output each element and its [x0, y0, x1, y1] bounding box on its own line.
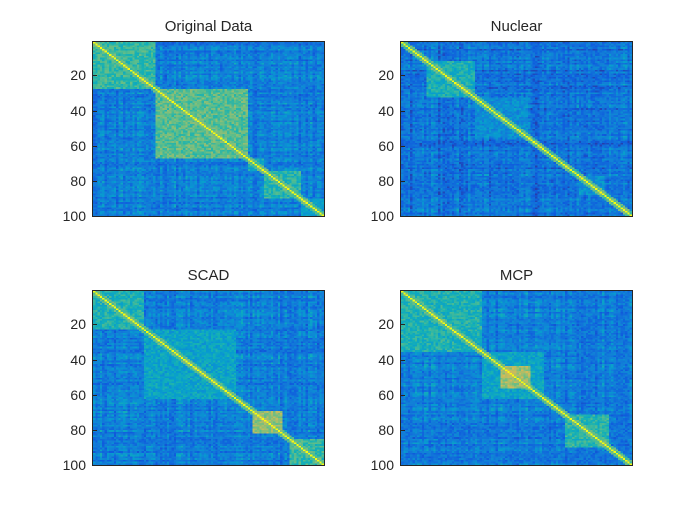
y-tick-label: 40 — [378, 102, 394, 119]
heatmap-panel: SCAD 20 40 60 80 100 — [63, 267, 325, 473]
y-tick-label: 20 — [378, 67, 394, 84]
y-tick-mark — [400, 465, 405, 466]
heatmap-cells — [401, 291, 632, 465]
panel-title: Nuclear — [490, 18, 543, 35]
y-tick-label: 60 — [378, 137, 394, 154]
y-tick-mark — [92, 145, 97, 147]
y-tick-label: 80 — [70, 172, 86, 189]
heatmap-cells — [401, 42, 632, 216]
y-tick-label: 60 — [378, 386, 394, 403]
y-tick-mark — [400, 75, 405, 77]
y-tick-label: 60 — [70, 137, 86, 154]
panel-title: MCP — [499, 267, 534, 284]
y-tick-mark — [92, 75, 97, 77]
y-tick-label: 100 — [62, 208, 86, 224]
heatmap-cells — [93, 42, 324, 216]
heatmap-cells — [93, 291, 324, 465]
heatmap-panel: MCP 20 40 60 80 100 — [371, 267, 633, 473]
y-tick-label: 20 — [378, 316, 394, 333]
y-tick-mark — [92, 429, 97, 431]
panel-title: Original Data — [164, 18, 253, 35]
y-tick-mark — [92, 180, 97, 182]
y-tick-label: 40 — [70, 351, 86, 368]
y-tick-mark — [400, 180, 405, 182]
y-tick-label: 80 — [378, 172, 394, 189]
y-tick-mark — [400, 110, 405, 112]
y-tick-mark — [92, 216, 97, 217]
y-tick-mark — [92, 324, 97, 326]
y-tick-label: 80 — [378, 421, 394, 438]
y-tick-mark — [92, 465, 97, 466]
y-tick-mark — [92, 110, 97, 112]
y-tick-mark — [400, 216, 405, 217]
panel-title: SCAD — [187, 267, 230, 284]
y-tick-label: 100 — [62, 457, 86, 473]
y-tick-mark — [400, 145, 405, 147]
y-tick-label: 20 — [70, 316, 86, 333]
y-tick-label: 60 — [70, 386, 86, 403]
y-tick-mark — [92, 394, 97, 396]
y-tick-mark — [400, 394, 405, 396]
y-tick-label: 80 — [70, 421, 86, 438]
y-tick-label: 100 — [370, 457, 394, 473]
y-tick-label: 100 — [370, 208, 394, 224]
y-tick-mark — [400, 429, 405, 431]
heatmap-panel: Original Data 20 40 60 80 100 — [63, 18, 325, 224]
heatmap-plot-area — [400, 41, 633, 217]
heatmap-plot-area — [400, 290, 633, 466]
heatmap-plot-area — [92, 41, 325, 217]
y-tick-mark — [400, 359, 405, 361]
heatmap-plot-area — [92, 290, 325, 466]
heatmap-panel: Nuclear 20 40 60 80 100 — [371, 18, 633, 224]
y-tick-label: 40 — [70, 102, 86, 119]
y-tick-label: 40 — [378, 351, 394, 368]
y-tick-label: 20 — [70, 67, 86, 84]
y-tick-mark — [92, 359, 97, 361]
y-tick-mark — [400, 324, 405, 326]
